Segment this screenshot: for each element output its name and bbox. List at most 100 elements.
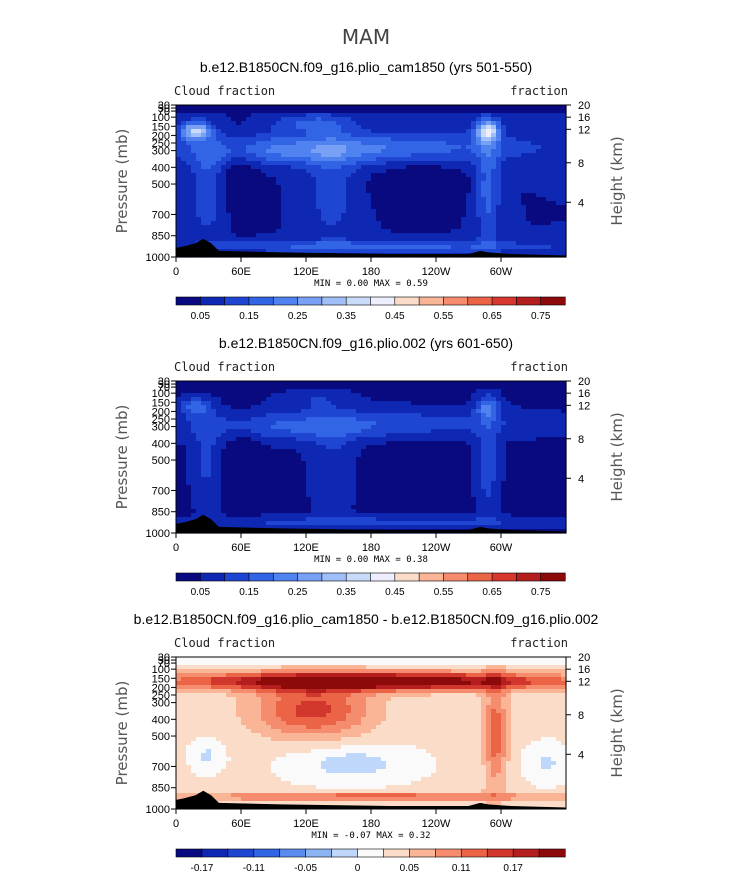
heatmap-cell	[471, 241, 477, 246]
heatmap-cell	[246, 405, 252, 410]
heatmap-cell	[296, 213, 302, 218]
heatmap-cell	[341, 141, 347, 146]
heatmap-cell	[331, 453, 337, 458]
heatmap-cell	[186, 381, 192, 386]
heatmap-cell	[236, 141, 242, 146]
heatmap-cell	[561, 237, 567, 242]
heatmap-cell	[211, 173, 217, 178]
heatmap-cell	[516, 233, 522, 238]
heatmap-cell	[561, 161, 567, 166]
heatmap-cell	[321, 441, 327, 446]
heatmap-cell	[181, 401, 187, 406]
heatmap-cell	[301, 405, 307, 410]
heatmap-cell	[406, 457, 412, 462]
heatmap-cell	[351, 453, 357, 458]
heatmap-cell	[246, 249, 252, 254]
heatmap-cell	[201, 137, 207, 142]
heatmap-cell	[531, 113, 537, 118]
heatmap-cell	[401, 129, 407, 134]
heatmap-cell	[476, 181, 482, 186]
heatmap-cell	[391, 245, 397, 250]
heatmap-cell	[271, 121, 277, 126]
heatmap-cell	[271, 125, 277, 130]
heatmap-cell	[361, 389, 367, 394]
heatmap-cell	[231, 165, 237, 170]
heatmap-cell	[246, 169, 252, 174]
heatmap-cell	[261, 221, 267, 226]
heatmap-cell	[226, 105, 232, 110]
heatmap-cell	[526, 241, 532, 246]
heatmap-cell	[366, 417, 372, 422]
heatmap-cell	[421, 117, 427, 122]
heatmap-cell	[196, 105, 202, 110]
heatmap-cell	[276, 237, 282, 242]
heatmap-cell	[301, 145, 307, 150]
heatmap-cell	[391, 105, 397, 110]
heatmap-cell	[536, 241, 542, 246]
heatmap-cell	[376, 137, 382, 142]
heatmap-cell	[546, 421, 552, 426]
heatmap-cell	[341, 157, 347, 162]
heatmap-cell	[396, 205, 402, 210]
heatmap-cell	[276, 105, 282, 110]
heatmap-cell	[546, 141, 552, 146]
heatmap-cell	[266, 197, 272, 202]
heatmap-cell	[506, 409, 512, 414]
heatmap-cell	[226, 221, 232, 226]
heatmap-cell	[176, 381, 182, 386]
heatmap-cell	[441, 397, 447, 402]
heatmap-cell	[186, 441, 192, 446]
heatmap-cell	[506, 137, 512, 142]
heatmap-cell	[391, 129, 397, 134]
heatmap-cell	[451, 113, 457, 118]
heatmap-cell	[191, 221, 197, 226]
heatmap-cell	[511, 129, 517, 134]
heatmap-cell	[531, 217, 537, 222]
heatmap-cell	[456, 129, 462, 134]
heatmap-cell	[176, 117, 182, 122]
heatmap-cell	[411, 181, 417, 186]
heatmap-cell	[276, 145, 282, 150]
heatmap-cell	[396, 189, 402, 194]
heatmap-cell	[561, 433, 567, 438]
heatmap-cell	[506, 401, 512, 406]
heatmap-cell	[361, 213, 367, 218]
heatmap-cell	[541, 197, 547, 202]
heatmap-cell	[271, 117, 277, 122]
heatmap-cell	[281, 449, 287, 454]
heatmap-cell	[526, 109, 532, 114]
heatmap-cell	[486, 393, 492, 398]
heatmap-cell	[366, 173, 372, 178]
heatmap-cell	[491, 133, 497, 138]
heatmap-cell	[466, 141, 472, 146]
heatmap-cell	[411, 453, 417, 458]
heatmap-cell	[526, 229, 532, 234]
heatmap-cell	[176, 245, 182, 250]
heatmap-cell	[486, 157, 492, 162]
heatmap-cell	[261, 389, 267, 394]
heatmap-cell	[456, 417, 462, 422]
heatmap-cell	[361, 161, 367, 166]
heatmap-cell	[321, 205, 327, 210]
heatmap-cell	[561, 141, 567, 146]
heatmap-cell	[556, 165, 562, 170]
heatmap-cell	[376, 121, 382, 126]
heatmap-cell	[451, 461, 457, 466]
heatmap-cell	[231, 133, 237, 138]
heatmap-cell	[401, 169, 407, 174]
heatmap-cell	[306, 193, 312, 198]
heatmap-cell	[461, 149, 467, 154]
heatmap-cell	[291, 177, 297, 182]
heatmap-cell	[476, 157, 482, 162]
heatmap-cell	[266, 389, 272, 394]
heatmap-cell	[306, 229, 312, 234]
heatmap-cell	[251, 165, 257, 170]
heatmap-cell	[346, 125, 352, 130]
heatmap-cell	[481, 241, 487, 246]
heatmap-cell	[236, 409, 242, 414]
heatmap-cell	[296, 393, 302, 398]
heatmap-cell	[326, 221, 332, 226]
heatmap-cell	[446, 449, 452, 454]
heatmap-cell	[486, 113, 492, 118]
heatmap-cell	[216, 429, 222, 434]
